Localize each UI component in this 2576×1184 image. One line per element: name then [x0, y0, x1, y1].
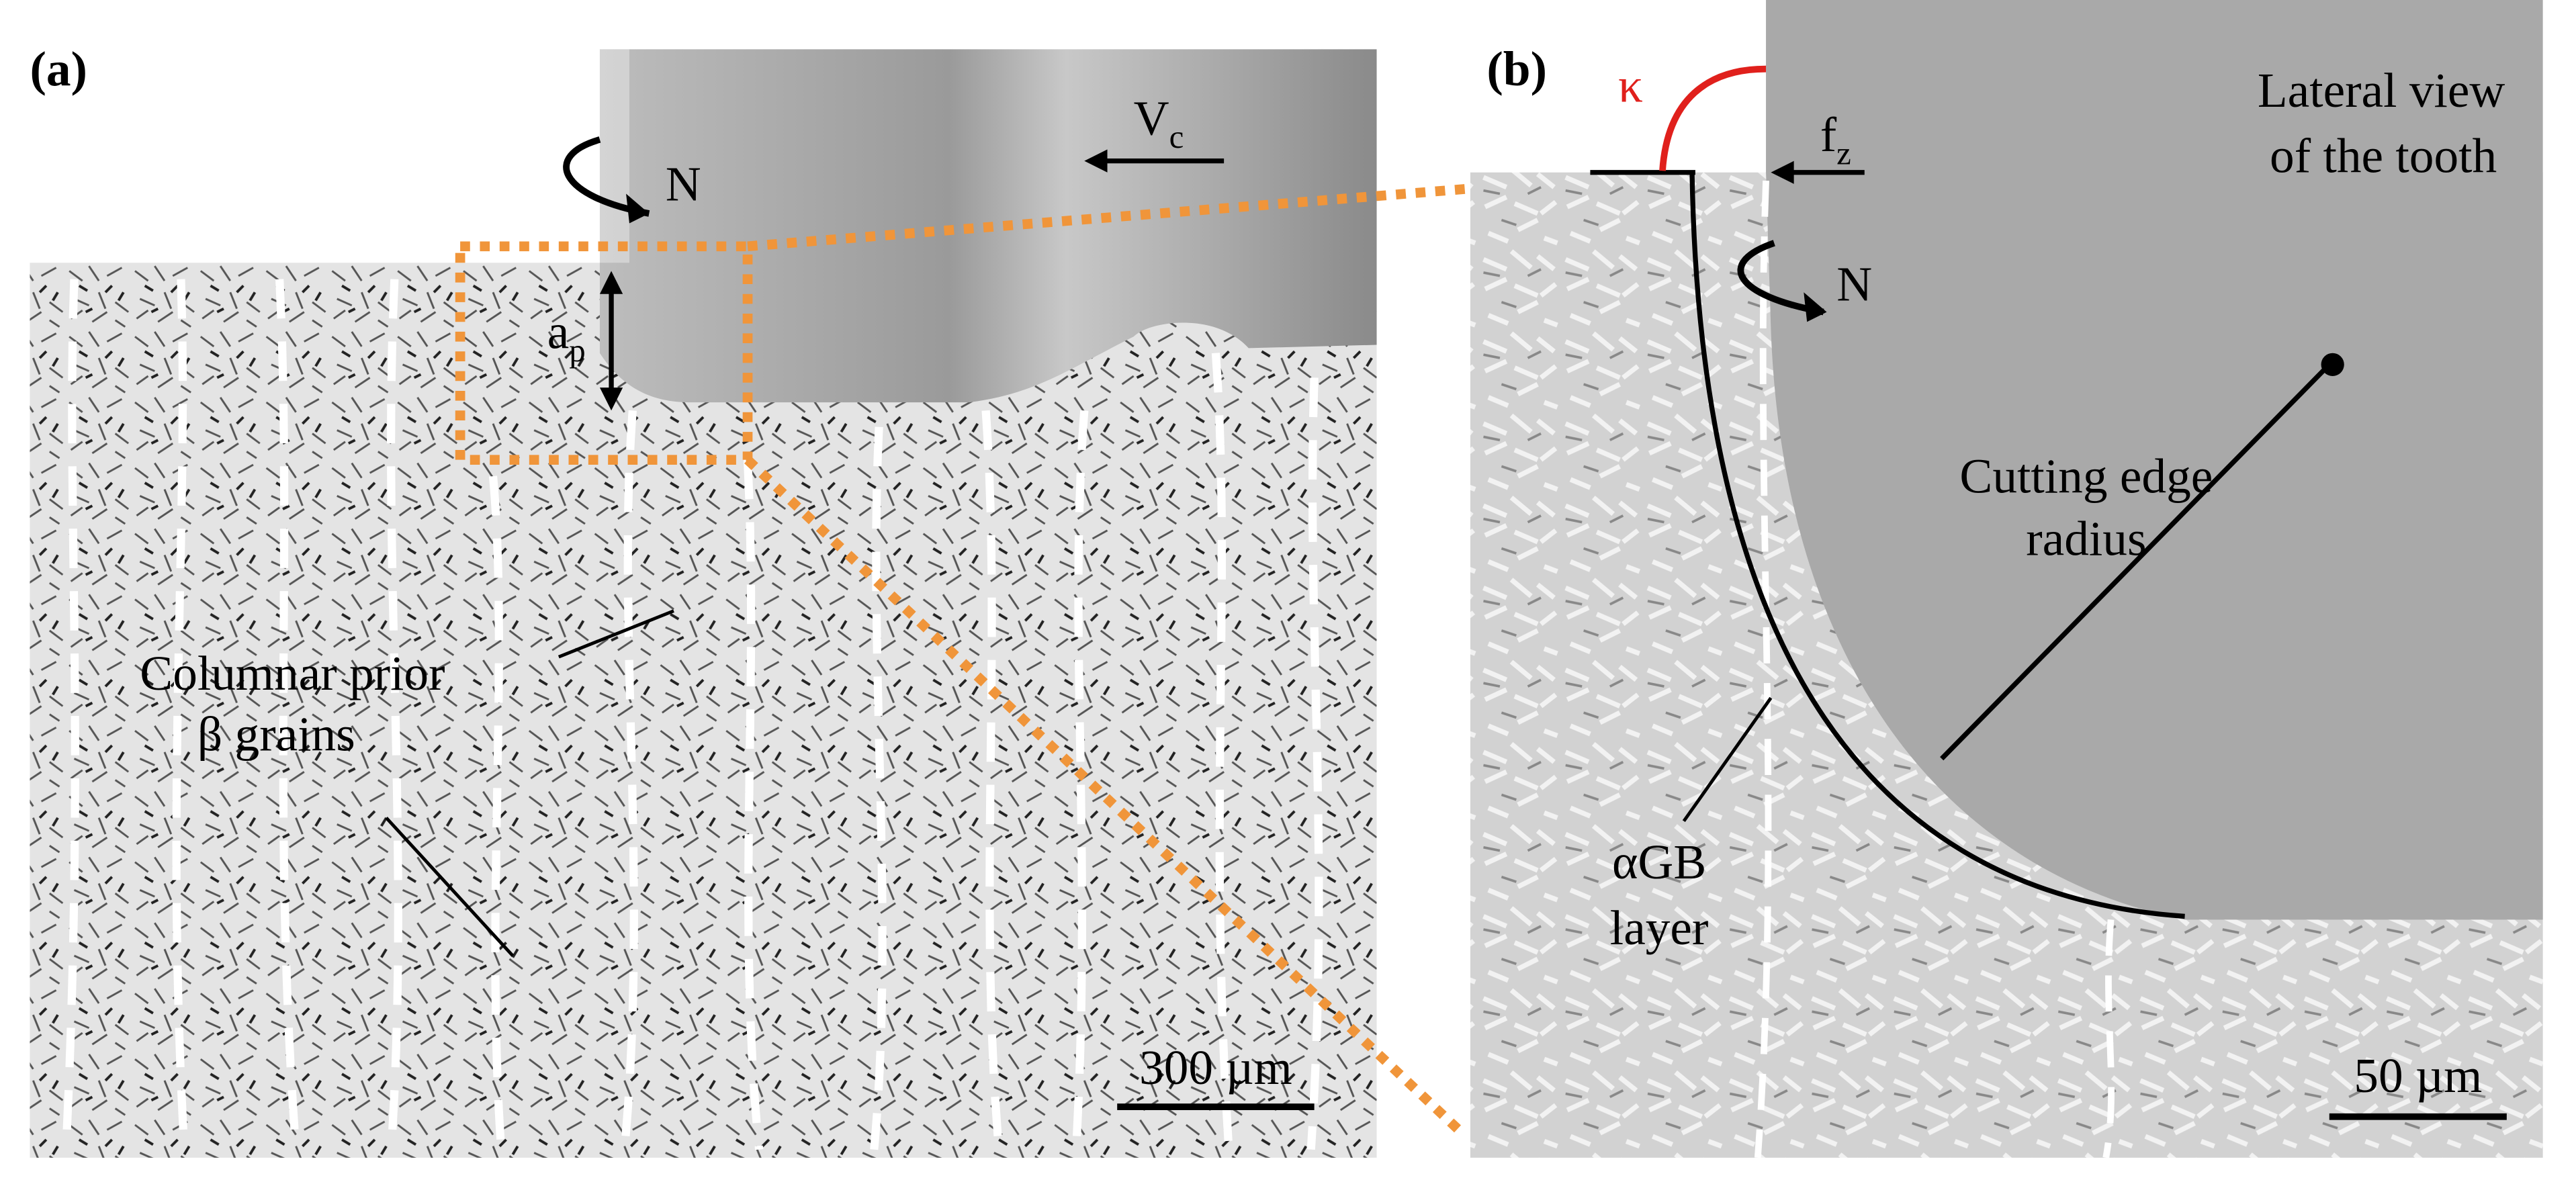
- tool-highlight: [599, 49, 629, 263]
- arrow-head: [1804, 292, 1827, 322]
- scale-label: 50 µm: [2354, 1048, 2482, 1103]
- rotation-label: N: [666, 156, 701, 211]
- radius-line-text: radius: [2026, 511, 2146, 565]
- rotation-label: N: [1836, 257, 1872, 311]
- layer-arrow: [1682, 696, 1773, 823]
- tool-view-line: of the tooth: [2270, 129, 2497, 183]
- layer-text: αGB: [1612, 835, 1706, 889]
- angle-arc: [1659, 65, 1767, 171]
- edge-profile: [1689, 172, 2185, 919]
- subscript: z: [1836, 135, 1851, 172]
- grain-boundaries-b: [1754, 180, 2115, 1158]
- angle-label: κ: [1618, 58, 1643, 113]
- panel-label: (b): [1486, 42, 1547, 96]
- tool-view-line: Lateral view: [2258, 63, 2505, 118]
- rotation-arrow: [563, 136, 650, 217]
- feed-label: fz: [1820, 107, 1851, 172]
- panel-b: κ (b) fz Lateral view of the tooth N Cut…: [1470, 0, 2543, 1158]
- symbol: V: [1134, 91, 1169, 146]
- symbol: a: [547, 304, 570, 359]
- radius-line-text: Cutting edge: [1959, 449, 2213, 504]
- callout-line: Columnar prior: [140, 646, 445, 700]
- scale-bar: [1117, 1103, 1315, 1110]
- scale-bar: [2329, 1113, 2507, 1120]
- callout-arrow: [558, 609, 674, 659]
- arrow-head: [1771, 161, 1794, 184]
- rotation-arrow: [1737, 240, 1824, 316]
- layer-text: layer: [1610, 901, 1709, 955]
- callout-arrow: [385, 817, 515, 957]
- tool-lateral: [1766, 0, 2543, 920]
- scale-label: 300 µm: [1139, 1040, 1292, 1095]
- panel-label: (a): [30, 42, 87, 96]
- symbol: f: [1820, 107, 1837, 162]
- callout-line: β grains: [197, 707, 355, 761]
- arrow-head: [1084, 149, 1108, 173]
- radius-line: [1940, 363, 2331, 761]
- speed-label: Vc: [1134, 91, 1184, 156]
- subscript: p: [569, 332, 585, 369]
- center-point: [2321, 353, 2344, 376]
- subscript: c: [1169, 118, 1184, 155]
- panel-a: (a) N Vc ap Columnar prior β grains 300 …: [30, 42, 1377, 1158]
- grain-boundaries-a: [62, 279, 1323, 1150]
- arrow-head: [626, 193, 650, 224]
- micrograph-a: [30, 263, 1377, 1158]
- depth-label: ap: [547, 304, 586, 369]
